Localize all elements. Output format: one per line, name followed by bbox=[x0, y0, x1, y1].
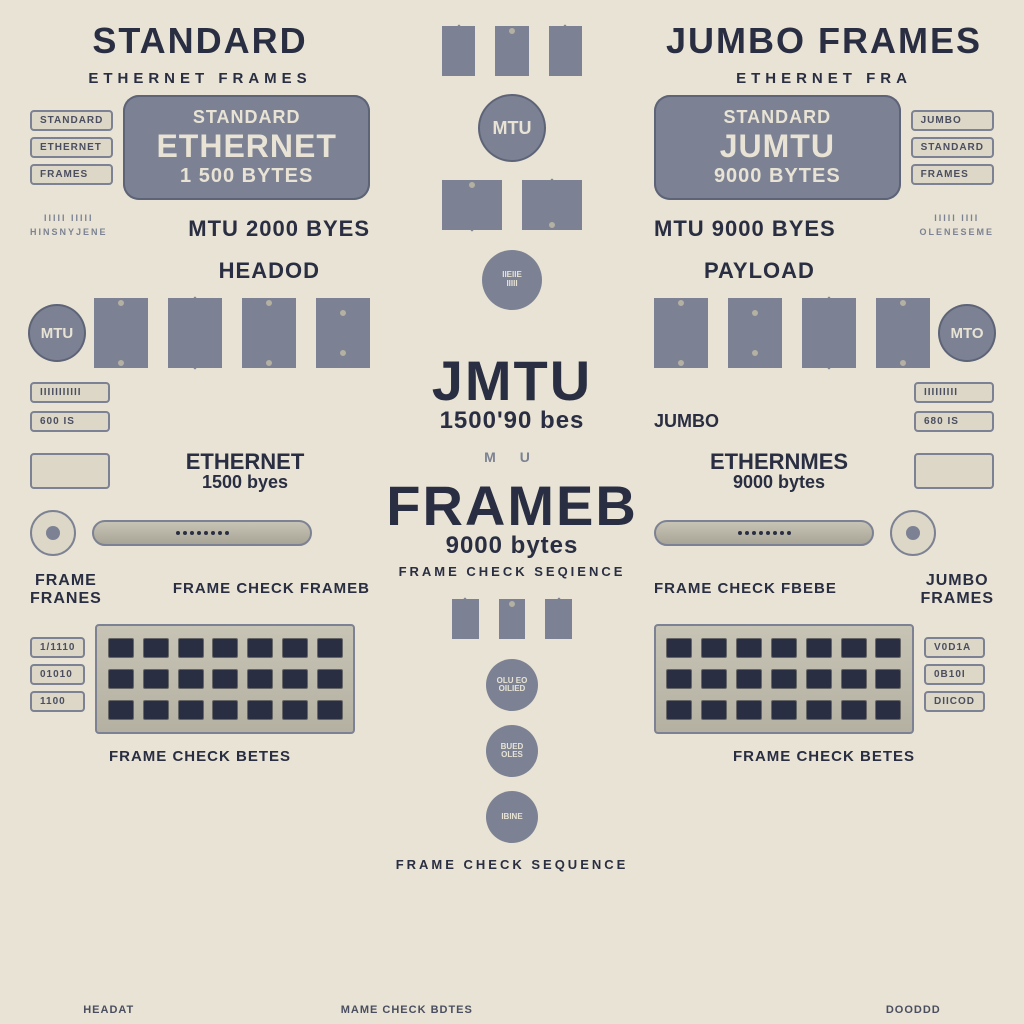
decor-chip: 600 IS bbox=[30, 411, 110, 432]
center-frameb: FRAMEB bbox=[386, 479, 638, 532]
right-subtitle: ETHERNET FRA bbox=[736, 70, 912, 87]
decor-text: IIIII IIII bbox=[934, 213, 979, 223]
center-column: MTU IIEIIE IIIII JMTU 1500'90 bes M U FR… bbox=[372, 20, 652, 872]
center-pill-icon: OLU EO OILIED bbox=[486, 659, 538, 711]
left-side-text-row: IIIII IIIII HINSNYJENE MTU 2000 BYES bbox=[30, 208, 370, 242]
decor-chip: 01010 bbox=[30, 664, 85, 685]
right-field-label: PAYLOAD bbox=[654, 258, 994, 284]
bottom-label: HEADAT bbox=[83, 1004, 134, 1016]
chip: FRAMES bbox=[30, 164, 113, 185]
mto-badge-icon: MTO bbox=[940, 306, 994, 360]
left-title: STANDARD bbox=[92, 20, 307, 62]
left-field-label: HEADOD bbox=[30, 258, 370, 284]
network-switch-icon bbox=[654, 624, 914, 734]
panel-line: 9000 BYTES bbox=[674, 165, 881, 188]
decor-text: OLENESEME bbox=[919, 227, 994, 237]
bottom-label: MAME CHECK BDTES bbox=[341, 1004, 473, 1016]
left-subtitle: ETHERNET FRAMES bbox=[88, 70, 311, 87]
right-mtu-line: MTU 9000 BYES bbox=[654, 216, 836, 242]
left-chip-stack: STANDARD ETHERNET FRAMES bbox=[30, 110, 113, 185]
router-icon bbox=[92, 520, 312, 546]
left-fcf-bottom: FRAME CHECK BETES bbox=[109, 748, 291, 765]
decor-text: IIIII IIIII bbox=[44, 213, 94, 223]
right-panel-row: STANDARD JUMTU 9000 BYTES JUMBO STANDARD… bbox=[654, 95, 994, 200]
decor-chip: 680 IS bbox=[914, 411, 994, 432]
panel-line: 1 500 BYTES bbox=[143, 165, 350, 188]
center-pill-icon: IIEIIE IIIII bbox=[482, 250, 542, 310]
left-column: STANDARD ETHERNET FRAMES STANDARD ETHERN… bbox=[30, 20, 370, 765]
decor-chip: 0B10I bbox=[924, 664, 985, 685]
left-deco-row: IIIIIIIIIII bbox=[30, 382, 370, 403]
decor-text: HINSNYJENE bbox=[30, 227, 108, 237]
decor-chip: V0D1A bbox=[924, 637, 985, 658]
panel-line: JUMTU bbox=[674, 128, 881, 165]
center-pill-icon: IBINE bbox=[486, 791, 538, 843]
chip: FRAMES bbox=[911, 164, 994, 185]
chip: ETHERNET bbox=[30, 137, 113, 158]
decor-chip: DIICOD bbox=[924, 691, 985, 712]
left-ethernet-label: ETHERNET 1500 byes bbox=[120, 450, 370, 492]
center-fcs1: FRAME CHECK SEQIENCE bbox=[386, 564, 638, 579]
chip: STANDARD bbox=[911, 137, 994, 158]
right-panel: STANDARD JUMTU 9000 BYTES bbox=[654, 95, 901, 200]
center-mu: M U bbox=[484, 449, 540, 465]
right-frame-label: JUMBO FRAMES bbox=[920, 572, 994, 608]
right-chip-stack: JUMBO STANDARD FRAMES bbox=[911, 110, 994, 185]
right-title: JUMBO FRAMES bbox=[666, 20, 982, 62]
center-fcs-bottom: FRAME CHECK SEQUENCE bbox=[396, 857, 629, 872]
router-icon bbox=[654, 520, 874, 546]
right-column: JUMBO FRAMES ETHERNET FRA STANDARD JUMTU… bbox=[654, 20, 994, 765]
left-frame-label: FRAME FRANES bbox=[30, 572, 102, 608]
bottom-strip: HEADAT MAME CHECK BDTES DOODDD bbox=[0, 1004, 1024, 1016]
decor-chip bbox=[914, 453, 994, 489]
right-badge-row: MTO bbox=[654, 292, 994, 374]
decor-chip: 1100 bbox=[30, 691, 85, 712]
decor-chip bbox=[30, 453, 110, 489]
left-panel-row: STANDARD ETHERNET FRAMES STANDARD ETHERN… bbox=[30, 95, 370, 200]
left-fcf-top: FRAME CHECK FRAMEB bbox=[173, 580, 370, 597]
left-mtu-line: MTU 2000 BYES bbox=[188, 216, 370, 242]
panel-line: STANDARD bbox=[674, 107, 881, 128]
panel-line: STANDARD bbox=[143, 107, 350, 128]
decor-chip: IIIIIIIII bbox=[914, 382, 994, 403]
center-jmtu: JMTU bbox=[432, 354, 592, 407]
right-fcf-bottom: FRAME CHECK BETES bbox=[733, 748, 915, 765]
left-badge-row: MTU bbox=[30, 292, 370, 374]
mtu-badge-icon: MTU bbox=[30, 306, 84, 360]
right-ethernmes-label: ETHERNMES 9000 bytes bbox=[654, 450, 904, 492]
dial-icon bbox=[30, 510, 76, 556]
chip: STANDARD bbox=[30, 110, 113, 131]
network-switch-icon bbox=[95, 624, 355, 734]
decor-chip: IIIIIIIIIII bbox=[30, 382, 110, 403]
center-jmtu-sub: 1500'90 bes bbox=[432, 407, 592, 435]
right-jumbo-label: JUMBO bbox=[654, 412, 719, 431]
right-fcf-top: FRAME CHECK FBEBE bbox=[654, 580, 837, 597]
bottom-label: DOODDD bbox=[886, 1004, 941, 1016]
dial-icon bbox=[890, 510, 936, 556]
center-pill-icon: BUED OLES bbox=[486, 725, 538, 777]
panel-line: ETHERNET bbox=[143, 128, 350, 165]
decor-chip: 1/1110 bbox=[30, 637, 85, 658]
left-panel: STANDARD ETHERNET 1 500 BYTES bbox=[123, 95, 370, 200]
center-mtu-badge-icon: MTU bbox=[480, 96, 544, 160]
chip: JUMBO bbox=[911, 110, 994, 131]
